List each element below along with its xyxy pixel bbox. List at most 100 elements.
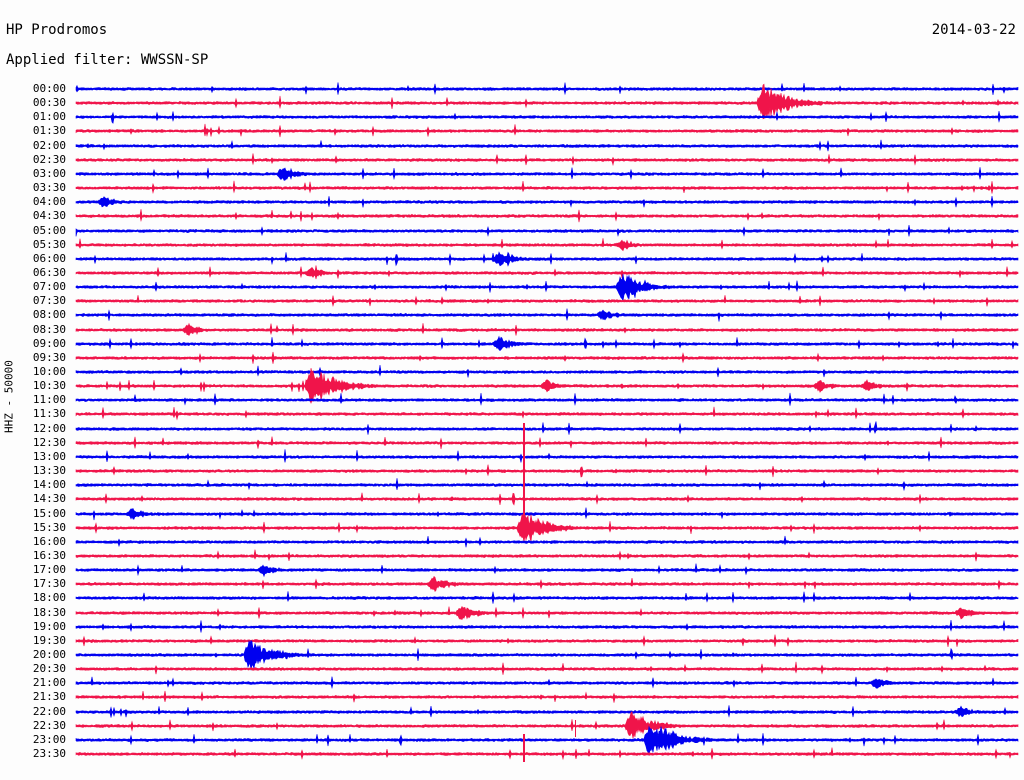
trace-row: 10:30 xyxy=(0,368,1024,405)
seismic-trace xyxy=(75,549,1019,562)
trace-row: 12:00 xyxy=(0,420,1024,436)
trace-row: 18:00 xyxy=(0,591,1024,605)
time-tick-label: 20:30 xyxy=(32,662,66,676)
seismic-trace xyxy=(75,308,1019,323)
seismic-trace xyxy=(75,167,1019,181)
trace-waveform xyxy=(75,512,1019,543)
seismic-trace xyxy=(75,492,1019,507)
trace-row: 14:30 xyxy=(0,492,1024,507)
trace-waveform xyxy=(75,196,1019,209)
seismic-trace xyxy=(75,153,1019,166)
time-tick-label: 19:30 xyxy=(32,633,66,647)
trace-waveform xyxy=(75,704,1019,718)
time-tick-label: 14:30 xyxy=(32,492,66,506)
seismic-trace xyxy=(75,639,1019,671)
trace-waveform xyxy=(75,274,1019,303)
seismogram-plot: 00:00 00:30 01:00 01:30 02:00 02:30 03:00 03:30… xyxy=(0,78,1024,780)
time-tick-label: 15:30 xyxy=(32,520,66,534)
trace-row: 03:00 xyxy=(0,167,1024,181)
trace-row: 00:30 xyxy=(0,83,1024,120)
trace-row: 09:00 xyxy=(0,335,1024,351)
seismic-trace xyxy=(75,365,1019,378)
time-tick-label: 07:30 xyxy=(32,294,66,308)
time-tick-label: 07:00 xyxy=(32,280,66,294)
seismic-trace xyxy=(75,196,1019,209)
trace-waveform xyxy=(75,393,1019,407)
time-tick-label: 13:00 xyxy=(32,449,66,463)
time-tick-label: 00:00 xyxy=(32,82,66,95)
seismic-trace xyxy=(75,576,1019,593)
trace-waveform xyxy=(75,111,1019,125)
trace-waveform xyxy=(75,251,1019,267)
seismic-trace xyxy=(75,139,1019,151)
trace-row: 02:30 xyxy=(0,153,1024,167)
time-tick-label: 11:00 xyxy=(32,393,66,407)
seismic-trace xyxy=(75,676,1019,690)
trace-waveform xyxy=(75,124,1019,138)
trace-waveform xyxy=(75,209,1019,223)
trace-row: 19:00 xyxy=(0,619,1024,634)
trace-waveform xyxy=(75,83,1019,120)
trace-row: 04:30 xyxy=(0,209,1024,223)
time-tick-label: 02:30 xyxy=(32,152,66,166)
trace-row: 10:00 xyxy=(0,365,1024,379)
time-tick-label: 21:00 xyxy=(32,676,66,690)
seismic-trace xyxy=(75,478,1019,492)
time-tick-label: 16:00 xyxy=(32,534,66,548)
trace-waveform xyxy=(75,725,1019,756)
time-tick-label: 02:00 xyxy=(32,138,66,152)
trace-row: 07:30 xyxy=(0,294,1024,308)
seismic-trace xyxy=(75,124,1019,138)
trace-row: 08:00 xyxy=(0,308,1024,323)
trace-row: 11:00 xyxy=(0,393,1024,407)
time-tick-label: 13:30 xyxy=(32,464,66,478)
trace-waveform xyxy=(75,549,1019,562)
time-tick-label: 10:30 xyxy=(32,379,66,393)
seismic-trace xyxy=(75,368,1019,405)
trace-row: 13:00 xyxy=(0,449,1024,464)
vertical-spike-artifact xyxy=(523,422,525,531)
trace-waveform xyxy=(75,506,1019,520)
seismic-trace xyxy=(75,464,1019,478)
seismic-trace xyxy=(75,710,1019,739)
trace-waveform xyxy=(75,167,1019,181)
seismic-trace xyxy=(75,436,1019,449)
trace-waveform xyxy=(75,492,1019,507)
trace-waveform xyxy=(75,153,1019,166)
trace-row: 22:30 xyxy=(0,710,1024,739)
trace-waveform xyxy=(75,710,1019,739)
trace-waveform xyxy=(75,478,1019,492)
time-tick-label: 09:30 xyxy=(32,350,66,364)
trace-row: 20:30 xyxy=(0,661,1024,676)
vertical-spike-artifact xyxy=(575,719,577,737)
time-tick-label: 12:00 xyxy=(32,421,66,435)
seismic-trace xyxy=(75,83,1019,120)
seismic-trace xyxy=(75,351,1019,364)
trace-waveform xyxy=(75,224,1019,237)
time-tick-label: 03:30 xyxy=(32,181,66,195)
trace-row: 14:00 xyxy=(0,478,1024,492)
trace-waveform xyxy=(75,139,1019,151)
time-tick-label: 18:00 xyxy=(32,591,66,605)
trace-waveform xyxy=(75,619,1019,633)
time-tick-label: 17:30 xyxy=(32,577,66,591)
time-tick-label: 17:00 xyxy=(32,563,66,577)
time-tick-label: 08:30 xyxy=(32,322,66,336)
seismic-trace xyxy=(75,274,1019,303)
trace-row: 23:30 xyxy=(0,747,1024,761)
time-tick-label: 21:30 xyxy=(32,690,66,704)
trace-row: 01:00 xyxy=(0,110,1024,125)
vertical-spike-artifact xyxy=(523,733,525,763)
time-tick-label: 15:00 xyxy=(32,506,66,520)
seismic-trace xyxy=(75,420,1019,435)
time-tick-label: 23:30 xyxy=(32,747,66,761)
seismic-trace xyxy=(75,619,1019,633)
trace-waveform xyxy=(75,605,1019,620)
time-tick-label: 00:30 xyxy=(32,96,66,110)
trace-row: 23:00 xyxy=(0,725,1024,756)
seismic-trace xyxy=(75,251,1019,267)
trace-waveform xyxy=(75,747,1019,761)
trace-waveform xyxy=(75,563,1019,578)
time-tick-label: 11:30 xyxy=(32,407,66,421)
